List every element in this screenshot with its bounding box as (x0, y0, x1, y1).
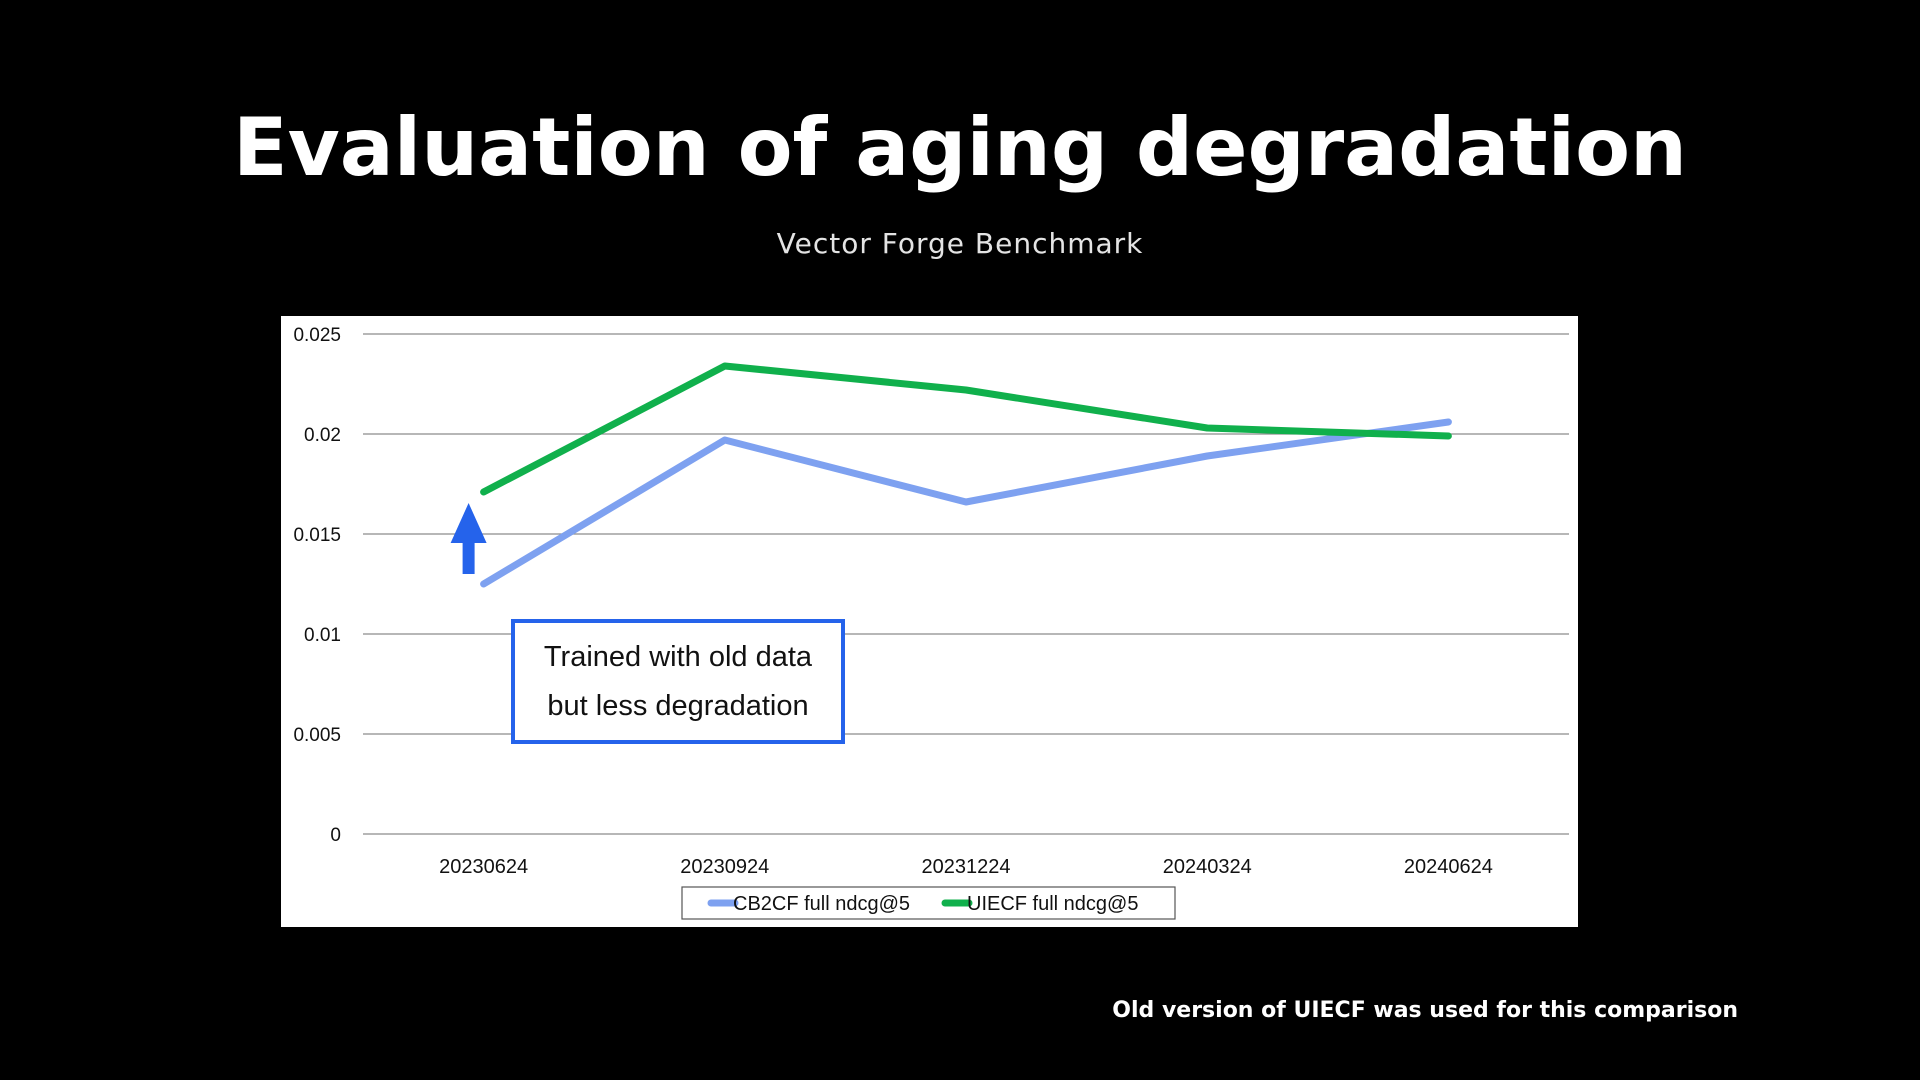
x-tick-label: 20230624 (439, 856, 528, 878)
x-axis-ticks: 20230624 20230924 20231224 20240324 20240624 (439, 856, 1493, 878)
series-line-uiecf (480, 362, 1452, 496)
annotation-line-2: but less degradation (547, 689, 809, 722)
series-lines (480, 362, 1452, 588)
x-tick-label: 20240324 (1163, 856, 1252, 878)
y-tick-label: 0.02 (304, 425, 341, 446)
y-tick-label: 0 (330, 825, 341, 846)
slide-title: Evaluation of aging degradation (233, 101, 1687, 194)
y-axis-ticks: 0 0.005 0.01 0.015 0.02 0.025 (293, 325, 341, 846)
gridlines (363, 333, 1569, 835)
x-tick-label: 20231224 (922, 856, 1011, 878)
arrow-shaft (462, 542, 475, 574)
line-chart: 0 0.005 0.01 0.015 0.02 0.025 20230624 2023092… (293, 325, 1569, 920)
slide-subtitle: Vector Forge Benchmark (776, 227, 1144, 260)
legend-frame (681, 886, 1176, 920)
up-arrow-icon (450, 503, 487, 574)
y-tick-label: 0.025 (293, 325, 341, 346)
x-tick-label: 20240624 (1404, 856, 1493, 878)
footnote: Old version of UIECF was used for this c… (1112, 998, 1738, 1023)
annotation-callout: Trained with old data but less degradati… (511, 619, 845, 744)
annotation-line-1: Trained with old data (543, 640, 813, 673)
x-tick-label: 20230924 (680, 856, 769, 878)
legend-label: CB2CF full ndcg@5 (733, 893, 910, 915)
legend-label: UIECF full ndcg@5 (967, 893, 1138, 915)
y-tick-label: 0.01 (304, 625, 341, 646)
chart-panel: 0 0.005 0.01 0.015 0.02 0.025 20230624 2023092… (281, 316, 1578, 927)
arrow-head (450, 503, 487, 543)
y-tick-label: 0.005 (293, 725, 341, 746)
series-line-cb2cf (480, 418, 1452, 588)
chart-legend: CB2CF full ndcg@5 UIECF full ndcg@5 (681, 886, 1176, 920)
y-tick-label: 0.015 (293, 525, 341, 546)
